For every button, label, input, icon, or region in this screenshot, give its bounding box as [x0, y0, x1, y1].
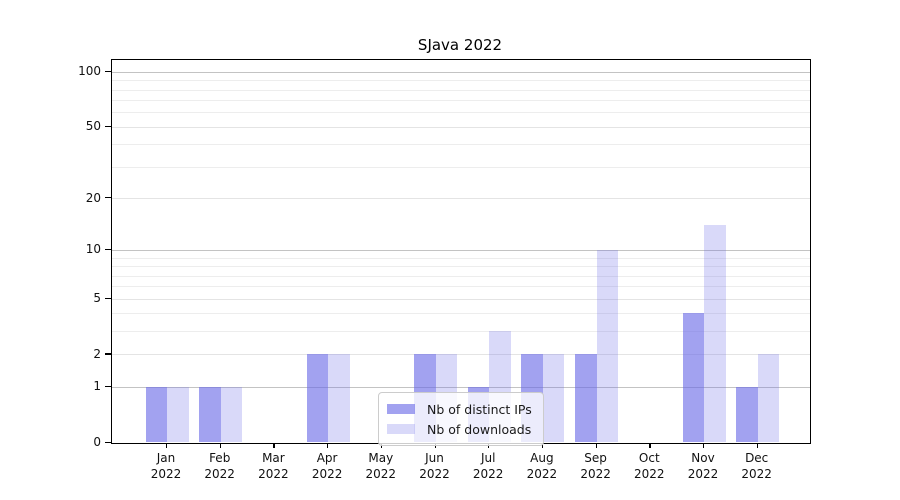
- legend: Nb of distinct IPs Nb of downloads: [378, 392, 544, 446]
- x-tick-label: Jul 2022: [472, 451, 504, 481]
- x-tick-label: Jun 2022: [419, 451, 450, 481]
- y-tick-mark: [104, 353, 111, 355]
- x-tick-label: Oct 2022: [634, 451, 665, 481]
- bar-distinct-ips: [306, 354, 329, 443]
- y-tick-mark: [104, 70, 111, 73]
- x-tick-label: Nov 2022: [687, 451, 719, 481]
- bar-downloads: [542, 354, 565, 443]
- plot-area: [111, 59, 811, 444]
- y-gridline-minor: [112, 100, 810, 102]
- y-tick-mark: [104, 125, 111, 128]
- y-gridline: [112, 126, 810, 128]
- y-tick-mark: [104, 197, 111, 199]
- legend-item-distinct-ips: Nb of distinct IPs: [387, 399, 535, 419]
- y-gridline-major: [112, 71, 810, 73]
- bar-distinct-ips: [736, 386, 758, 443]
- bar-downloads: [220, 386, 243, 443]
- x-tick-mark: [166, 443, 168, 449]
- y-tick-label: 10: [85, 242, 101, 257]
- bar-distinct-ips: [682, 313, 704, 443]
- y-tick-label: 0: [93, 435, 101, 449]
- y-tick-mark: [104, 297, 111, 299]
- legend-label-downloads: Nb of downloads: [427, 421, 532, 437]
- y-gridline-minor: [112, 313, 810, 315]
- bar-downloads: [167, 386, 189, 443]
- y-tick-label: 100: [78, 64, 101, 79]
- legend-item-downloads: Nb of downloads: [387, 419, 535, 439]
- x-tick-mark: [595, 443, 597, 449]
- x-tick-label: May 2022: [365, 451, 397, 481]
- y-gridline-major: [112, 386, 810, 388]
- bar-distinct-ips: [575, 354, 597, 443]
- x-tick-mark: [756, 443, 758, 449]
- x-tick-mark: [703, 443, 705, 449]
- y-gridline-minor: [112, 331, 810, 333]
- x-tick-mark: [541, 443, 544, 449]
- y-tick-label: 5: [93, 291, 101, 306]
- y-gridline: [112, 354, 810, 356]
- y-tick-mark: [104, 441, 111, 443]
- y-tick-label: 50: [85, 119, 101, 134]
- y-tick-label: 20: [85, 190, 101, 205]
- x-tick-label: Feb 2022: [204, 451, 235, 481]
- bar-downloads: [704, 225, 726, 443]
- y-tick-mark: [104, 385, 111, 388]
- y-gridline-major: [112, 249, 810, 251]
- x-tick-mark: [327, 443, 329, 449]
- y-gridline-minor: [112, 275, 810, 277]
- y-tick-label: 2: [93, 346, 101, 361]
- y-gridline: [112, 298, 810, 300]
- x-tick-label: Aug 2022: [526, 451, 558, 481]
- x-tick-label: Dec 2022: [741, 451, 772, 481]
- bar-downloads: [328, 354, 350, 443]
- y-gridline: [112, 198, 810, 200]
- x-tick-label: Sep 2022: [580, 451, 611, 481]
- x-tick-mark: [273, 443, 275, 449]
- y-gridline-minor: [112, 89, 810, 91]
- y-gridline-minor: [112, 266, 810, 268]
- x-tick-mark: [219, 443, 221, 449]
- y-tick-mark: [104, 248, 111, 251]
- bar-downloads: [757, 354, 780, 443]
- x-tick-mark: [649, 443, 651, 449]
- legend-swatch-downloads: [387, 424, 415, 434]
- y-gridline-minor: [112, 257, 810, 259]
- y-gridline-minor: [112, 286, 810, 288]
- legend-swatch-distinct-ips: [387, 404, 415, 414]
- legend-label-distinct-ips: Nb of distinct IPs: [427, 401, 532, 417]
- bar-distinct-ips: [145, 386, 167, 443]
- x-tick-label: Jan 2022: [150, 451, 182, 481]
- x-tick-label: Mar 2022: [258, 451, 289, 481]
- bar-distinct-ips: [199, 386, 221, 443]
- y-gridline-minor: [112, 112, 810, 114]
- y-tick-label: 1: [93, 379, 101, 394]
- y-gridline-minor: [112, 166, 810, 168]
- y-gridline-minor: [112, 144, 810, 146]
- x-tick-label: Apr 2022: [311, 451, 343, 481]
- chart-title: SJava 2022: [417, 36, 503, 54]
- bar-downloads: [596, 249, 619, 443]
- y-gridline-minor: [112, 80, 810, 82]
